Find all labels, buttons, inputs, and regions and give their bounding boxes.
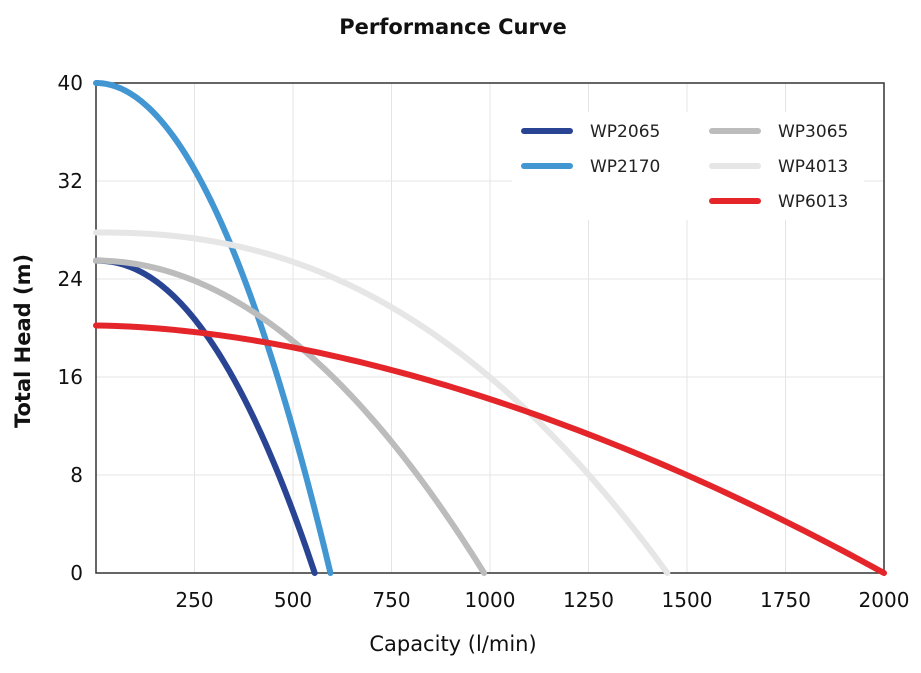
y-tick-label: 16: [58, 365, 83, 389]
x-tick-label: 2000: [859, 588, 910, 612]
legend-label-wp2170: WP2170: [590, 157, 660, 177]
series-line-wp2170: [93, 80, 334, 576]
x-tick-label: 1000: [465, 588, 516, 612]
y-tick-label: 24: [58, 267, 83, 291]
y-tick-label: 0: [70, 561, 83, 585]
chart-title: Performance Curve: [339, 15, 567, 39]
y-tick-label: 40: [58, 71, 83, 95]
legend-label-wp6013: WP6013: [778, 192, 848, 212]
series-lines: [93, 80, 887, 576]
x-tick-label: 750: [372, 588, 410, 612]
series-line-wp6013: [93, 322, 887, 576]
legend: WP2065 WP2170 WP3065 WP4013 WP6013: [512, 112, 864, 220]
legend-label-wp2065: WP2065: [590, 122, 660, 142]
x-tick-label: 250: [175, 588, 213, 612]
x-tick-label: 1250: [563, 588, 614, 612]
legend-items: WP2065 WP2170 WP3065 WP4013 WP6013: [521, 122, 848, 212]
series-line-wp3065: [93, 257, 488, 576]
x-tick-label: 500: [274, 588, 312, 612]
x-tick-label: 1750: [760, 588, 811, 612]
y-axis-ticks: 0 8 16 24 32 40: [58, 71, 83, 585]
legend-label-wp3065: WP3065: [778, 122, 848, 142]
x-tick-label: 1500: [662, 588, 713, 612]
y-axis-label: Total Head (m): [11, 254, 35, 428]
y-tick-label: 32: [58, 169, 83, 193]
y-tick-label: 8: [70, 463, 83, 487]
x-axis-label: Capacity (l/min): [369, 632, 536, 656]
x-axis-ticks: 250 500 750 1000 1250 1500 1750 2000: [175, 588, 909, 612]
series-line-wp4013: [93, 229, 671, 576]
legend-label-wp4013: WP4013: [778, 157, 848, 177]
